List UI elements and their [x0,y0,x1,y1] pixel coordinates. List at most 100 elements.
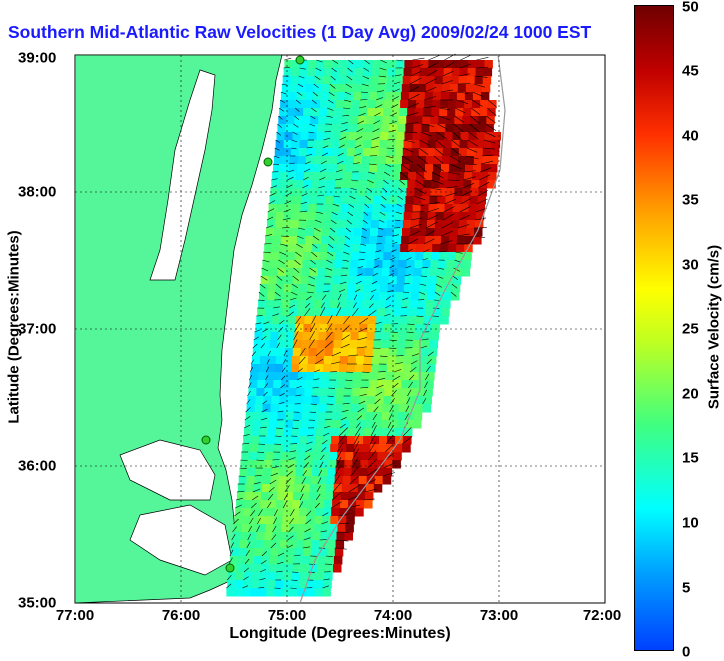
velocity-cell [434,84,443,93]
velocity-cell [361,236,370,245]
velocity-cell [372,68,381,77]
velocity-cell [265,532,274,541]
velocity-cell [418,84,427,93]
velocity-cell [339,76,348,85]
velocity-cell [314,588,323,597]
velocity-cell [456,172,465,181]
velocity-cell [290,228,299,237]
velocity-cell [282,516,291,525]
velocity-cell [300,572,309,581]
velocity-cell [290,516,299,525]
velocity-cell [270,556,279,565]
velocity-cell [374,196,383,205]
velocity-cell [401,308,410,317]
velocity-cell [388,68,397,77]
velocity-cell [355,508,364,517]
velocity-cell [429,124,438,133]
velocity-cell [374,484,383,493]
velocity-cell [420,60,429,69]
velocity-cell [367,252,376,261]
velocity-cell [322,444,331,453]
velocity-cell [417,92,426,101]
velocity-cell [355,364,364,373]
velocity-cell [356,60,365,69]
velocity-cell [373,204,382,213]
velocity-cell [377,236,386,245]
velocity-cell [448,244,457,253]
velocity-cell [339,220,348,229]
velocity-cell [432,172,441,181]
velocity-cell [257,308,266,317]
velocity-cell [287,404,296,413]
velocity-cell [315,436,324,445]
velocity-cell [469,204,478,213]
velocity-cell [288,388,297,397]
velocity-cell [251,436,260,445]
velocity-cell [431,108,440,117]
velocity-cell [413,420,422,429]
velocity-cell [402,372,411,381]
velocity-cell [343,252,352,261]
velocity-cell [352,100,361,109]
velocity-cell [293,564,302,573]
velocity-cell [334,484,343,493]
velocity-cell [275,436,284,445]
velocity-cell [412,140,421,149]
velocity-cell [310,116,319,125]
velocity-cell [375,108,384,117]
velocity-cell [255,548,263,557]
velocity-cell [326,116,335,125]
velocity-cell [386,300,395,309]
velocity-cell [329,380,338,389]
velocity-cell [252,572,261,581]
velocity-cell [304,460,313,469]
velocity-cell [391,324,400,333]
velocity-cell [328,396,337,405]
velocity-cell [413,276,422,285]
velocity-cell [325,276,334,285]
velocity-cell [383,332,392,341]
colorbar-tick: 45 [682,63,699,80]
velocity-cell [316,212,325,221]
velocity-cell [298,84,307,93]
velocity-cell [257,532,266,541]
velocity-cell [332,140,341,149]
velocity-cell [285,564,294,573]
velocity-cell [357,348,366,357]
velocity-cell [283,580,292,589]
velocity-cell [334,556,343,565]
velocity-cell [388,60,397,69]
velocity-cell [404,60,413,69]
velocity-cell [347,364,356,373]
velocity-cell [474,156,483,165]
velocity-cell [272,396,281,405]
velocity-cell [477,132,486,141]
velocity-cell [432,100,441,109]
velocity-cell [316,140,325,149]
velocity-cell [327,108,336,117]
velocity-cell [396,284,405,293]
velocity-cell [370,228,379,237]
velocity-cell [297,236,306,245]
velocity-cell [382,412,391,421]
velocity-cell [293,132,302,141]
velocity-cell [467,76,476,85]
velocity-cell [265,308,274,317]
velocity-cell [293,420,302,429]
velocity-cell [397,124,406,133]
velocity-cell [318,556,327,565]
velocity-cell [462,268,471,277]
velocity-cell [340,68,349,77]
velocity-cell [288,396,297,405]
velocity-cell [313,164,322,173]
velocity-cell [324,212,333,221]
velocity-cell [317,492,326,501]
velocity-cell [426,228,435,237]
velocity-cell [441,164,450,173]
velocity-cell [296,244,305,253]
velocity-cell [253,348,261,357]
velocity-cell [302,260,311,269]
velocity-cell [416,244,425,253]
velocity-cell [245,492,254,501]
velocity-cell [272,460,281,469]
